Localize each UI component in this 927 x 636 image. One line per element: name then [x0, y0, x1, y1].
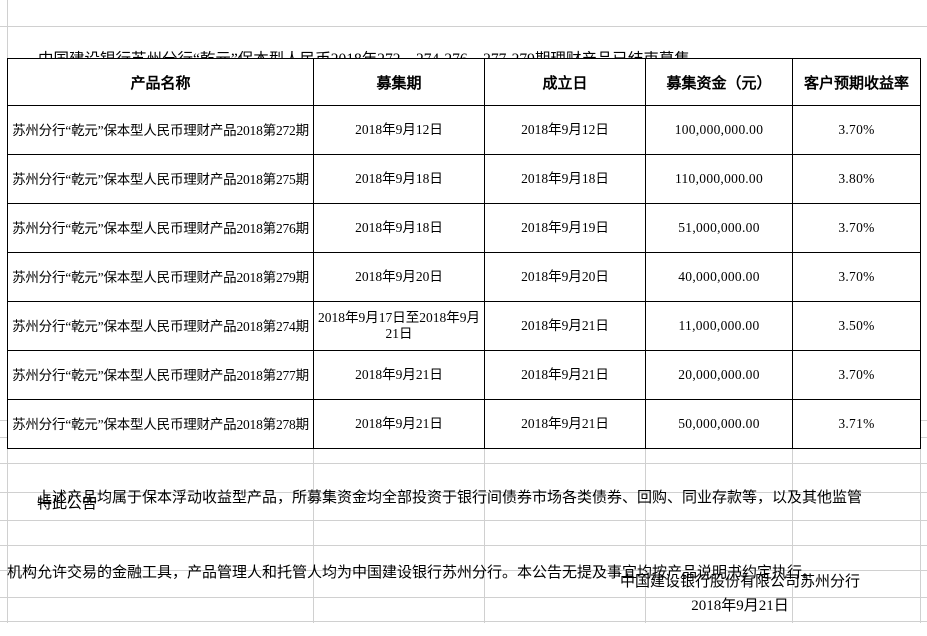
cell-product-name: 苏州分行“乾元”保本型人民币理财产品2018第279期	[7, 252, 314, 302]
cell-raising-period: 2018年9月12日	[313, 105, 485, 155]
header-raising-period: 募集期	[313, 58, 485, 106]
table-row: 苏州分行“乾元”保本型人民币理财产品2018第277期 2018年9月21日 201…	[7, 350, 921, 400]
cell-product-name: 苏州分行“乾元”保本型人民币理财产品2018第276期	[7, 203, 314, 253]
product-table: 产品名称 募集期 成立日 募集资金（元） 客户预期收益率 苏州分行“乾元”保本型…	[7, 58, 921, 449]
cell-expected-rate: 3.71%	[792, 399, 921, 449]
cell-expected-rate: 3.70%	[792, 252, 921, 302]
announcement-note-paragraph: 上述产品均属于保本浮动收益型产品，所募集资金均全部投资于银行间债券市场各类债券、…	[7, 436, 920, 636]
cell-establish-date: 2018年9月12日	[484, 105, 646, 155]
cell-product-name: 苏州分行“乾元”保本型人民币理财产品2018第277期	[7, 350, 314, 400]
cell-raised-amount: 20,000,000.00	[645, 350, 793, 400]
cell-raised-amount: 11,000,000.00	[645, 301, 793, 351]
cell-expected-rate: 3.50%	[792, 301, 921, 351]
header-expected-rate: 客户预期收益率	[792, 58, 921, 106]
cell-establish-date: 2018年9月18日	[484, 154, 646, 204]
cell-establish-date: 2018年9月21日	[484, 350, 646, 400]
header-product-name: 产品名称	[7, 58, 314, 106]
cell-raising-period: 2018年9月20日	[313, 252, 485, 302]
table-row: 苏州分行“乾元”保本型人民币理财产品2018第272期 2018年9月12日 201…	[7, 105, 921, 155]
cell-raised-amount: 50,000,000.00	[645, 399, 793, 449]
cell-establish-date: 2018年9月21日	[484, 301, 646, 351]
cell-raised-amount: 110,000,000.00	[645, 154, 793, 204]
table-row: 苏州分行“乾元”保本型人民币理财产品2018第275期 2018年9月18日 201…	[7, 154, 921, 204]
special-notice-text: 特此公告	[37, 496, 98, 512]
cell-product-name: 苏州分行“乾元”保本型人民币理财产品2018第274期	[7, 301, 314, 351]
cell-establish-date: 2018年9月21日	[484, 399, 646, 449]
cell-establish-date: 2018年9月20日	[484, 252, 646, 302]
cell-product-name: 苏州分行“乾元”保本型人民币理财产品2018第272期	[7, 105, 314, 155]
cell-raised-amount: 100,000,000.00	[645, 105, 793, 155]
cell-expected-rate: 3.70%	[792, 203, 921, 253]
signature-organization: 中国建设银行股份有限公司苏州分行	[619, 574, 860, 590]
signature-block: 中国建设银行股份有限公司苏州分行 2018年9月21日	[560, 570, 920, 618]
header-raised-amount: 募集资金（元）	[645, 58, 793, 106]
note-line-1: 上述产品均属于保本浮动收益型产品，所募集资金均全部投资于银行间债券市场各类债券、…	[37, 490, 863, 506]
product-table-body: 苏州分行“乾元”保本型人民币理财产品2018第272期 2018年9月12日 201…	[7, 105, 921, 449]
table-row: 苏州分行“乾元”保本型人民币理财产品2018第274期 2018年9月17日至20…	[7, 301, 921, 351]
product-table-header: 产品名称 募集期 成立日 募集资金（元） 客户预期收益率	[7, 58, 921, 106]
table-row: 苏州分行“乾元”保本型人民币理财产品2018第278期 2018年9月21日 201…	[7, 399, 921, 449]
cell-product-name: 苏州分行“乾元”保本型人民币理财产品2018第278期	[7, 399, 314, 449]
cell-raising-period: 2018年9月18日	[313, 154, 485, 204]
table-row: 苏州分行“乾元”保本型人民币理财产品2018第276期 2018年9月18日 201…	[7, 203, 921, 253]
cell-raising-period: 2018年9月18日	[313, 203, 485, 253]
cell-expected-rate: 3.80%	[792, 154, 921, 204]
spreadsheet-document: 中国建设银行苏州分行“乾元”保本型人民币2018年272、274-276、277…	[0, 0, 927, 623]
cell-establish-date: 2018年9月19日	[484, 203, 646, 253]
cell-raising-period: 2018年9月21日	[313, 350, 485, 400]
note-line-2: 机构允许交易的金融工具，产品管理人和托管人均为中国建设银行苏州分行。本公告无提及…	[7, 565, 818, 581]
table-row: 苏州分行“乾元”保本型人民币理财产品2018第279期 2018年9月20日 201…	[7, 252, 921, 302]
cell-raised-amount: 40,000,000.00	[645, 252, 793, 302]
table-header-row: 产品名称 募集期 成立日 募集资金（元） 客户预期收益率	[7, 58, 921, 106]
cell-product-name: 苏州分行“乾元”保本型人民币理财产品2018第275期	[7, 154, 314, 204]
cell-raised-amount: 51,000,000.00	[645, 203, 793, 253]
signature-date: 2018年9月21日	[691, 598, 789, 614]
header-establish-date: 成立日	[484, 58, 646, 106]
cell-expected-rate: 3.70%	[792, 350, 921, 400]
cell-raising-period: 2018年9月21日	[313, 399, 485, 449]
cell-raising-period: 2018年9月17日至2018年9月21日	[313, 301, 485, 351]
cell-expected-rate: 3.70%	[792, 105, 921, 155]
